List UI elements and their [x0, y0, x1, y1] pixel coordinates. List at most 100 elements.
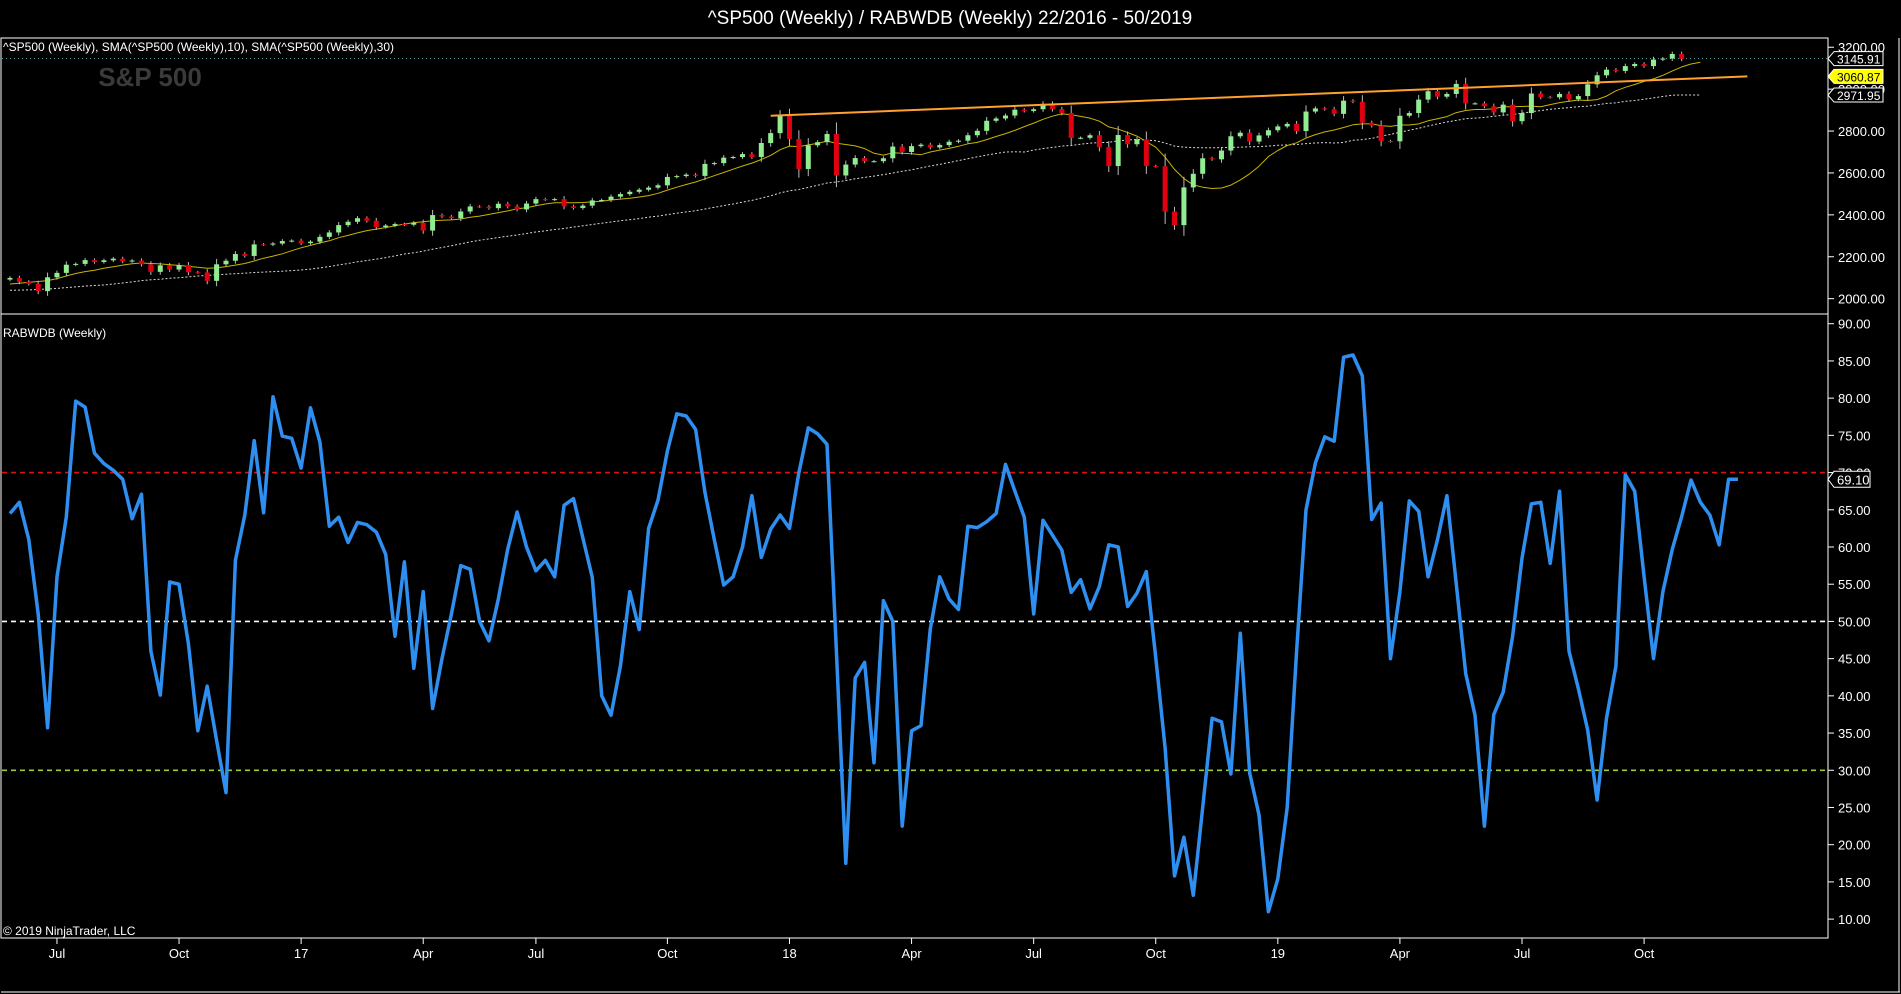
candle-up	[740, 154, 746, 158]
rabwdb-panel-frame	[0, 313, 1829, 939]
candle-up	[54, 272, 60, 278]
candle-down	[693, 174, 699, 176]
candle-up	[223, 260, 229, 265]
candle-up	[880, 158, 886, 162]
candle-down	[35, 283, 41, 292]
candle-up	[1660, 58, 1666, 60]
candle-down	[1481, 103, 1487, 107]
candle-up	[308, 241, 314, 244]
candle-up	[1444, 93, 1450, 97]
candle-up	[617, 194, 623, 197]
candle-up	[1519, 113, 1525, 122]
candle-up	[608, 196, 614, 200]
candle-down	[439, 215, 445, 217]
sma10-line	[9, 61, 1701, 285]
rabwdb-last-value-box	[1827, 470, 1871, 488]
candle-down	[1641, 64, 1647, 67]
candle-down	[1378, 125, 1384, 142]
candle-up	[599, 199, 605, 201]
candle-up	[430, 215, 436, 231]
sma30-series	[9, 94, 1701, 291]
rabwdb-last-value-flag: 69.10	[1827, 470, 1871, 488]
chart-title: ^SP500 (Weekly) / RABWDB (Weekly) 22/201…	[708, 8, 1192, 29]
rabwdb-y-tick-label: 75.00	[1838, 428, 1871, 443]
trendline-layer	[770, 75, 1748, 117]
candle-up	[664, 176, 670, 186]
candle-up	[711, 163, 717, 165]
rabwdb-panel[interactable]: RABWDB (Weekly) 10.00 15.00 20.00 25.00 30.0…	[2, 317, 1871, 938]
candle-up	[871, 161, 877, 163]
rabwdb-y-tick-label: 55.00	[1838, 577, 1871, 592]
x-axis-tick-label: Oct	[1146, 946, 1167, 961]
candle-up	[214, 264, 220, 281]
candle-down	[1125, 135, 1131, 145]
x-axis-tick-label: Jul	[1514, 946, 1531, 961]
candle-up	[1669, 53, 1675, 59]
candle-down	[195, 272, 201, 274]
candle-down	[204, 272, 210, 281]
x-axis-tick-label: Oct	[1634, 946, 1655, 961]
candle-up	[1275, 126, 1281, 131]
candle-down	[1369, 122, 1375, 126]
candle-up	[1200, 158, 1206, 174]
candle-up	[1190, 173, 1196, 188]
candle-up	[1256, 135, 1262, 142]
rabwdb-last-value-label: 69.10	[1837, 472, 1870, 487]
candle-up	[533, 199, 539, 204]
candle-up	[1341, 100, 1347, 114]
candle-up	[956, 140, 962, 142]
x-axis-tick-label: Jul	[1025, 946, 1042, 961]
candle-up	[852, 158, 858, 165]
candle-up	[289, 240, 295, 242]
candle-up	[45, 277, 51, 292]
candle-up	[627, 191, 633, 195]
candle-down	[1021, 109, 1027, 111]
candle-up	[1650, 59, 1656, 67]
last-value-flag-box	[1827, 51, 1884, 67]
candle-up	[768, 133, 774, 143]
candle-down	[486, 206, 492, 209]
candle-up	[552, 199, 558, 201]
sp500-watermark: S&P 500	[98, 62, 202, 92]
candle-up	[1500, 104, 1506, 113]
candle-up	[843, 164, 849, 176]
candle-up	[824, 133, 830, 143]
x-axis-tick-label: Oct	[657, 946, 678, 961]
candle-up	[129, 260, 135, 262]
candle-up	[1284, 123, 1290, 127]
candle-up	[1218, 150, 1224, 160]
candle-up	[82, 260, 88, 264]
candle-up	[270, 243, 276, 245]
candle-up	[993, 118, 999, 121]
candle-down	[242, 254, 248, 256]
candle-up	[1040, 103, 1046, 110]
price-panel[interactable]: S&P 500 ^SP500 (Weekly), SMA(^SP500 (Wee…	[2, 40, 1885, 307]
candle-up	[909, 146, 915, 152]
last-value-flag-label: 3145.91	[1837, 53, 1881, 67]
candle-down	[1322, 108, 1328, 110]
x-axis-tick-label: Apr	[901, 946, 922, 961]
candle-down	[1294, 123, 1300, 132]
candle-up	[354, 218, 360, 222]
candle-down	[1547, 97, 1553, 99]
candle-up	[646, 187, 652, 190]
candle-up	[918, 144, 924, 147]
candle-down	[185, 265, 191, 273]
last-value-flag-label: 3060.87	[1837, 70, 1881, 84]
candle-down	[364, 218, 370, 221]
candle-up	[1406, 113, 1412, 116]
candle-down	[1566, 93, 1572, 100]
candle-up	[1604, 69, 1610, 76]
candle-up	[251, 244, 257, 256]
candle-up	[1312, 108, 1318, 112]
candle-down	[570, 206, 576, 208]
candle-down	[786, 115, 792, 140]
candle-up	[1031, 109, 1037, 111]
candle-up	[345, 221, 351, 226]
candle-up	[730, 157, 736, 159]
candle-down	[1143, 139, 1149, 167]
candle-up	[524, 203, 530, 210]
rabwdb-y-tick-label: 45.00	[1838, 652, 1871, 667]
